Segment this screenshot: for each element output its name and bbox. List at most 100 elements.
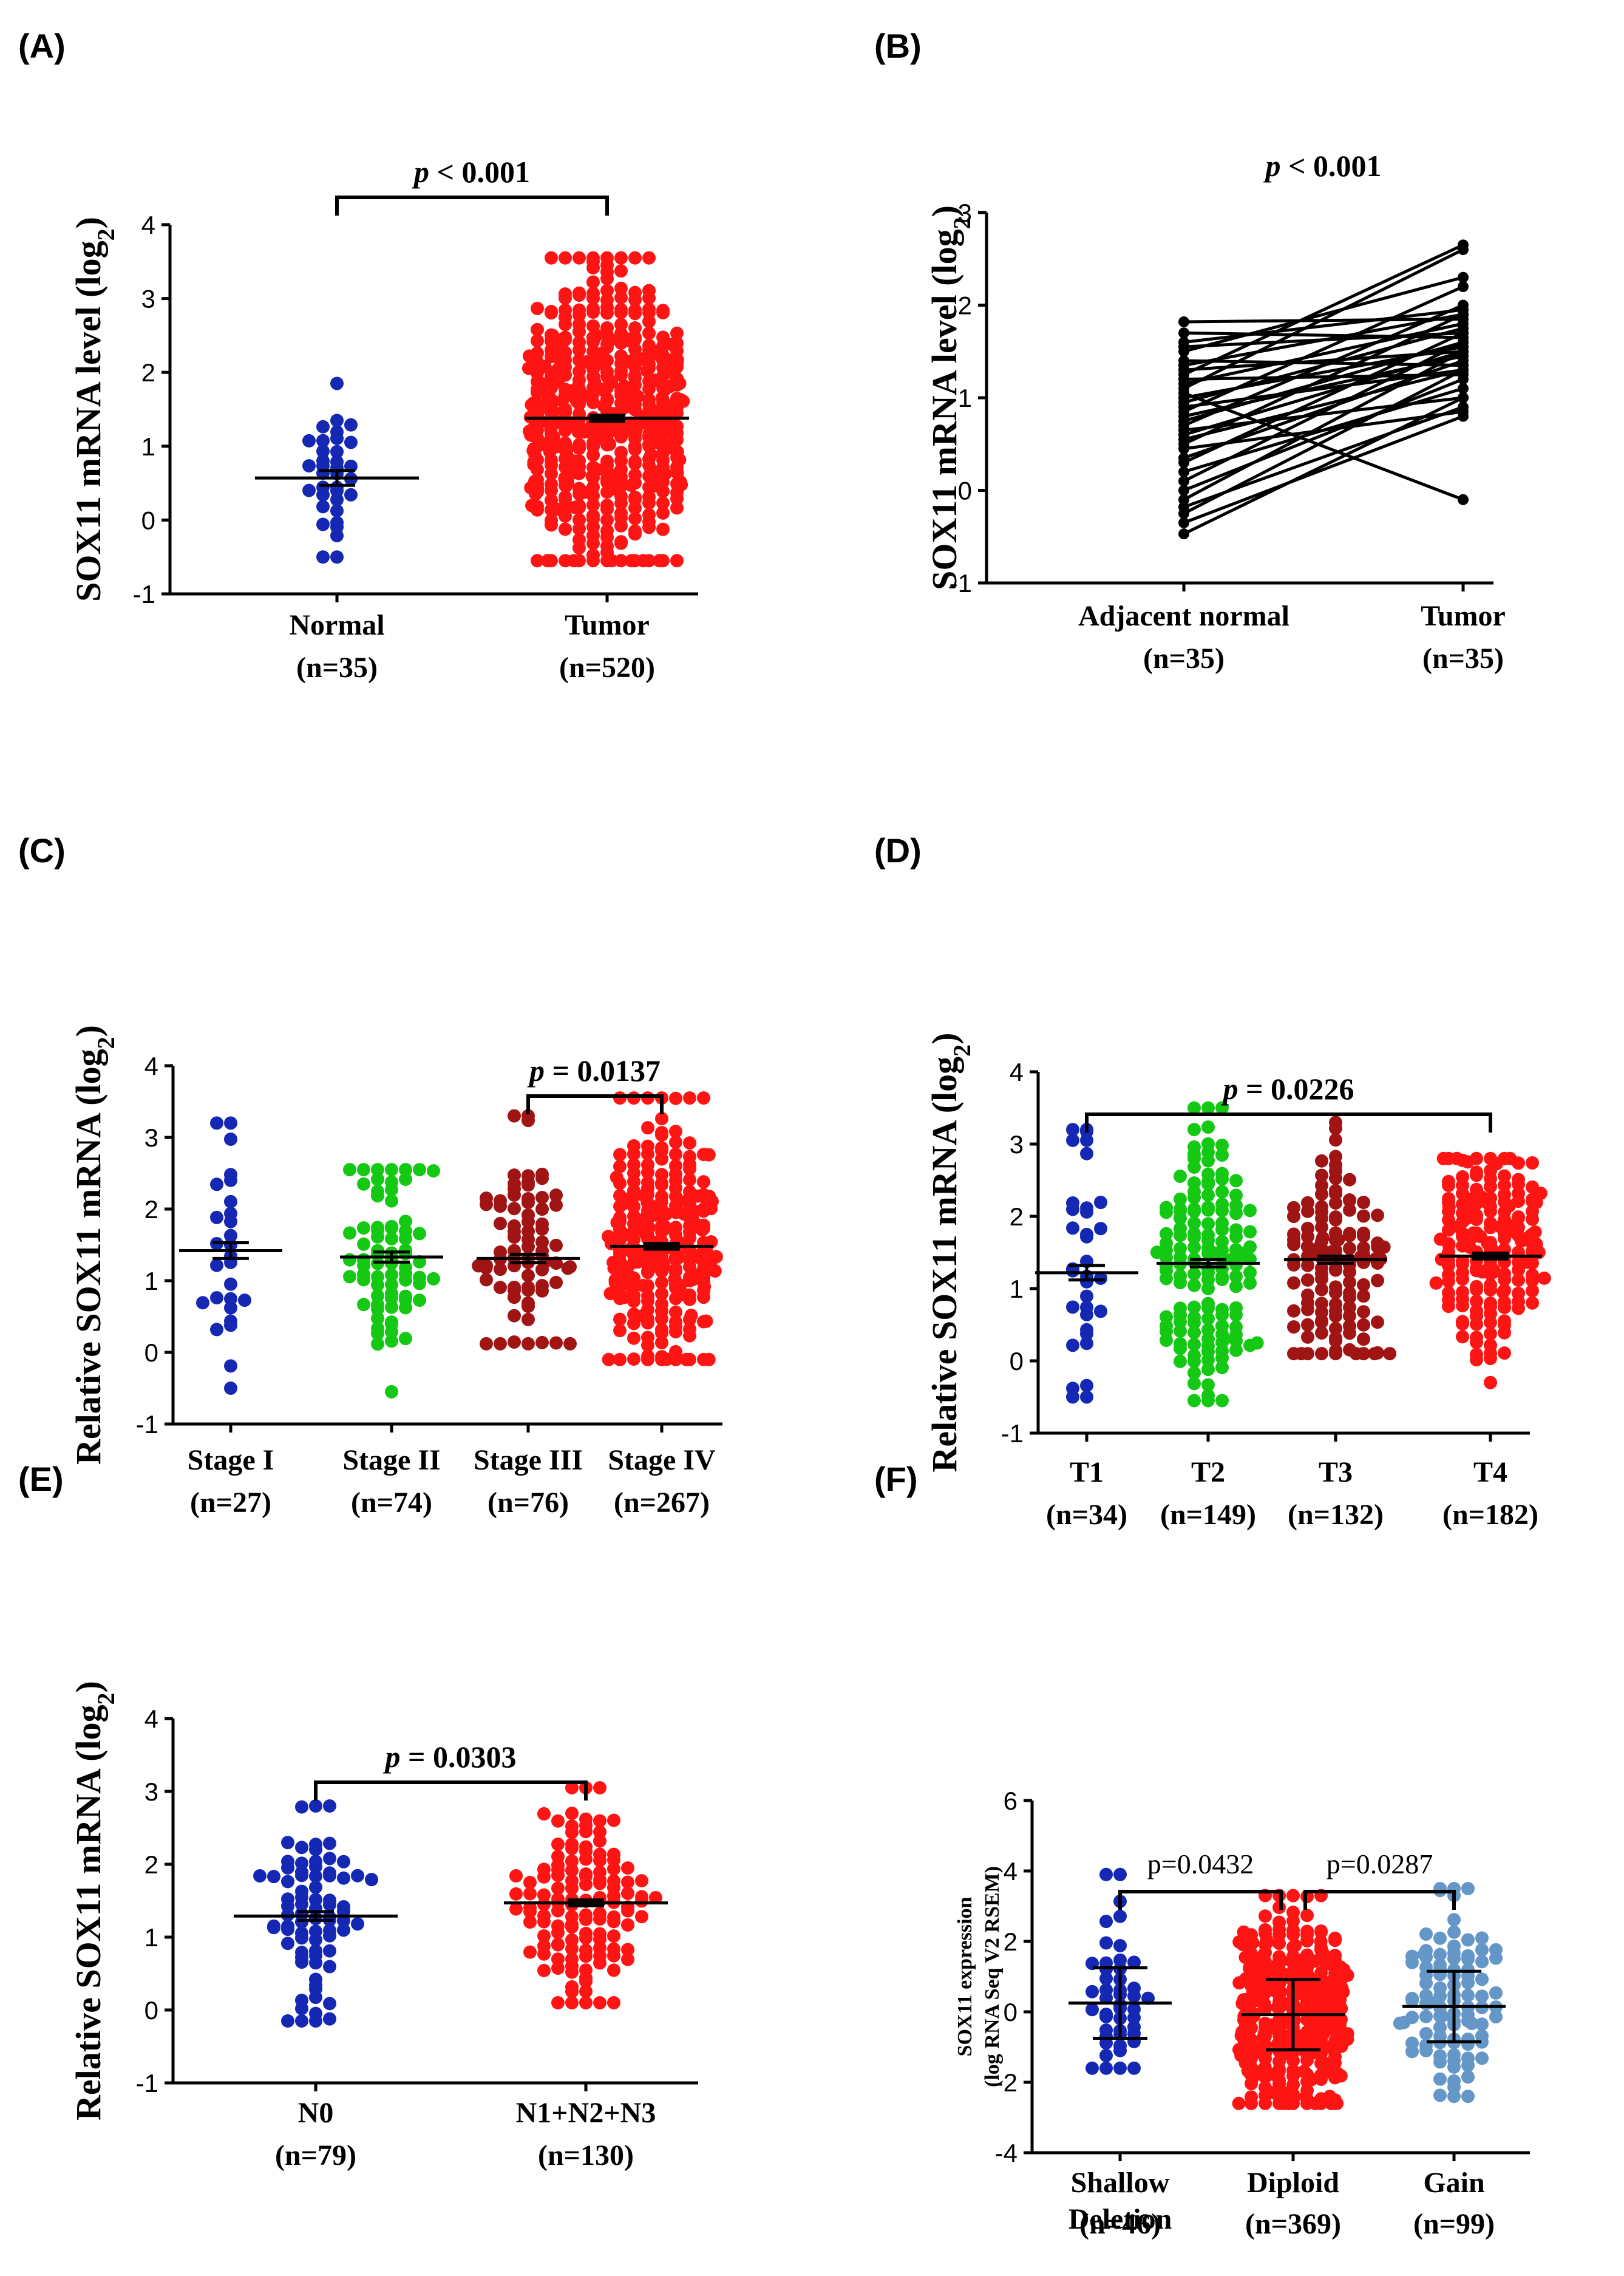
data-point	[399, 1332, 412, 1346]
data-point	[628, 490, 642, 504]
data-point	[1215, 1185, 1229, 1199]
y-tick-label: 3	[144, 1777, 158, 1806]
data-point	[614, 368, 628, 382]
data-point	[669, 1344, 682, 1358]
data-point	[669, 1136, 682, 1150]
data-point	[1187, 1101, 1201, 1115]
data-point	[655, 1304, 668, 1318]
data-point	[1461, 1933, 1475, 1947]
data-point	[210, 1258, 223, 1272]
data-point	[668, 1252, 682, 1266]
data-point	[563, 384, 577, 398]
data-point	[537, 1963, 551, 1977]
data-point	[309, 1924, 322, 1938]
data-point	[1288, 1938, 1302, 1952]
data-point	[656, 496, 670, 510]
data-point	[526, 429, 540, 443]
data-point	[224, 1133, 237, 1147]
data-point	[551, 1961, 565, 1975]
data-point	[577, 389, 591, 403]
data-point	[702, 1352, 716, 1366]
data-point	[697, 1091, 710, 1105]
data-point	[1201, 1262, 1215, 1276]
data-point	[1229, 1269, 1243, 1283]
data-point	[1299, 2090, 1313, 2104]
y-tick-label: 0	[1004, 1998, 1018, 2026]
data-point	[1272, 1923, 1286, 1937]
data-point	[1160, 1272, 1173, 1286]
data-point	[1314, 1924, 1328, 1938]
paired-line	[1183, 331, 1464, 349]
data-point	[1512, 1173, 1525, 1187]
data-point	[534, 379, 548, 393]
data-point	[545, 409, 559, 423]
data-point	[1174, 1341, 1187, 1355]
data-point	[1461, 2008, 1475, 2022]
x-category-count: (n=79)	[275, 2139, 356, 2172]
data-point	[1458, 332, 1469, 343]
data-point	[330, 504, 344, 518]
data-point	[535, 1335, 549, 1349]
panel-d: Relative SOX11 mRNA (log2) p = 0.0226	[925, 1033, 1551, 1473]
data-point	[1447, 2080, 1461, 2094]
y-tick-label: 2	[1004, 1927, 1018, 1956]
data-point	[1178, 327, 1189, 339]
data-point	[1286, 1914, 1300, 1928]
data-point	[527, 458, 541, 472]
data-point	[316, 445, 330, 458]
y-tick-label: 1	[1010, 1275, 1024, 1303]
data-point	[1243, 1225, 1257, 1239]
data-point	[628, 285, 642, 299]
data-point	[537, 1929, 551, 1943]
data-point	[649, 1890, 662, 1904]
data-point	[480, 1198, 493, 1211]
data-point	[1461, 1949, 1475, 1963]
data-point	[1484, 1375, 1497, 1389]
data-point	[642, 430, 656, 444]
data-point	[413, 1293, 426, 1307]
data-point	[399, 1243, 412, 1257]
data-point	[641, 1139, 654, 1153]
data-point	[1215, 1101, 1229, 1115]
data-point	[1475, 2017, 1489, 2031]
data-point	[344, 435, 358, 449]
data-point	[385, 1232, 398, 1245]
data-point	[323, 1836, 336, 1850]
data-point	[1329, 1184, 1342, 1198]
data-point	[1232, 1976, 1246, 1990]
data-point	[316, 480, 330, 494]
data-point	[1178, 336, 1189, 348]
data-point	[545, 483, 558, 497]
data-point	[1178, 485, 1189, 496]
data-point	[522, 349, 536, 363]
data-point	[551, 502, 565, 516]
x-category-label: Normal	[289, 609, 384, 641]
data-point	[568, 500, 582, 514]
data-point	[1187, 1337, 1201, 1351]
data-point	[1465, 1230, 1479, 1244]
data-point	[224, 1116, 237, 1130]
data-point	[1201, 1323, 1215, 1337]
data-point	[579, 1878, 593, 1892]
data-point	[616, 426, 630, 440]
data-point	[1187, 1300, 1201, 1314]
data-point	[600, 454, 614, 468]
data-point	[385, 1287, 398, 1301]
data-point	[1343, 1265, 1356, 1279]
data-point	[1458, 281, 1469, 292]
data-point	[1178, 466, 1189, 477]
data-point	[1514, 1234, 1528, 1248]
data-point	[1334, 2069, 1348, 2083]
data-point	[1286, 1923, 1300, 1937]
data-point	[343, 1226, 356, 1240]
data-point	[1247, 2046, 1261, 2060]
data-point	[600, 306, 614, 320]
data-point	[1238, 1951, 1252, 1964]
data-point	[1526, 1180, 1539, 1194]
data-point	[549, 1188, 563, 1202]
data-point	[625, 1190, 639, 1204]
data-point	[1174, 1192, 1187, 1206]
data-point	[1080, 1390, 1093, 1404]
data-point	[1458, 239, 1469, 251]
